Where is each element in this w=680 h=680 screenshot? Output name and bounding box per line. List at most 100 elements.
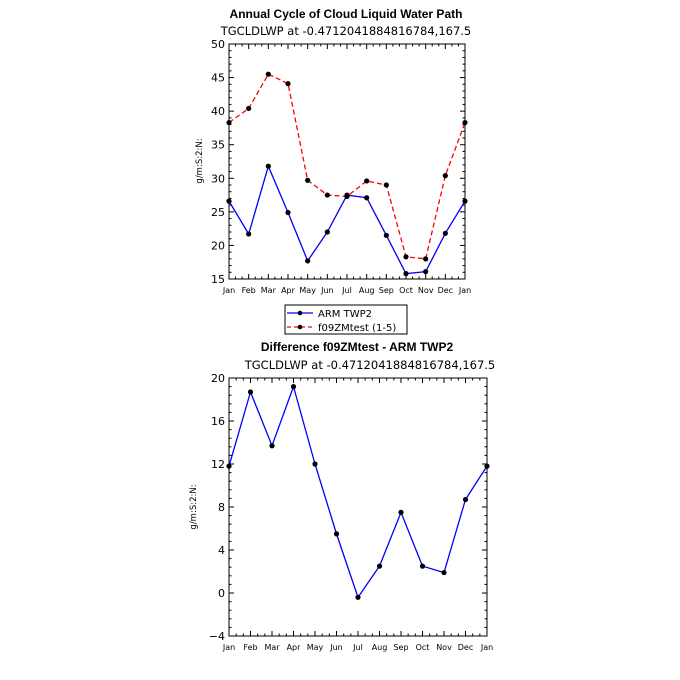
data-point — [312, 461, 318, 467]
data-point — [419, 563, 426, 569]
data-point — [265, 71, 271, 77]
chart-2-subtitle: TGCLDLWP at -0.4712041884816784,167.5 — [244, 358, 496, 372]
x-tick-label: Nov — [418, 286, 434, 295]
data-point — [442, 230, 448, 236]
y-tick-label: 50 — [211, 38, 225, 51]
x-tick-label: Jun — [329, 643, 343, 652]
x-tick-label: Jun — [320, 286, 334, 295]
data-point — [269, 443, 275, 449]
x-tick-label: Feb — [242, 286, 256, 295]
chart-1-title: Annual Cycle of Cloud Liquid Water Path — [230, 7, 463, 21]
chart-2-plot-area: Jan Feb Mar Apr May Jun Jul Aug Sep Oct Nov Dec Jan−… — [209, 372, 493, 652]
chart-1: Annual Cycle of Cloud Liquid Water Path … — [195, 7, 472, 335]
data-point — [462, 496, 469, 503]
x-tick-label: Jan — [222, 643, 235, 652]
y-tick-label: 0 — [218, 587, 225, 600]
data-point — [423, 269, 429, 275]
data-point — [246, 105, 252, 112]
series-line-1 — [228, 73, 466, 260]
x-tick-label: Jan — [480, 643, 493, 652]
data-point — [226, 463, 232, 469]
data-point — [364, 195, 370, 201]
x-tick-label: Sep — [393, 643, 408, 652]
y-tick-label: 20 — [211, 239, 225, 252]
x-tick-label: Aug — [359, 286, 375, 295]
series-line-0 — [228, 384, 488, 599]
y-tick-label: 25 — [211, 206, 225, 219]
data-point — [441, 569, 447, 576]
data-point — [403, 254, 409, 260]
data-point — [398, 509, 404, 515]
x-tick-label: Jan — [458, 286, 471, 295]
series-line-0 — [228, 164, 466, 275]
y-tick-label: 30 — [211, 172, 225, 185]
chart-1-subtitle: TGCLDLWP at -0.4712041884816784,167.5 — [220, 24, 472, 38]
data-point — [344, 193, 350, 200]
x-tick-label: Jul — [352, 643, 363, 652]
chart-1-ylabel: g/m:S:2:N: — [195, 138, 205, 183]
data-point — [355, 594, 361, 600]
data-point — [364, 178, 370, 184]
y-tick-label: 40 — [211, 105, 225, 118]
legend-label-arm-twp2: ARM TWP2 — [318, 309, 372, 320]
data-point — [226, 198, 232, 204]
data-point — [383, 232, 389, 238]
data-point — [305, 258, 311, 264]
y-tick-label: 8 — [218, 501, 225, 514]
data-point — [226, 119, 232, 126]
data-point — [265, 163, 271, 169]
x-tick-label: May — [299, 286, 316, 295]
data-point — [285, 81, 291, 87]
x-tick-label: Apr — [281, 286, 296, 295]
x-tick-label: Sep — [379, 286, 394, 295]
y-tick-label: 15 — [211, 273, 225, 286]
data-point — [285, 209, 291, 216]
chart-1-legend: ARM TWP2 f09ZMtest (1-5) — [284, 304, 408, 335]
x-tick-label: May — [307, 643, 324, 652]
data-point — [247, 389, 254, 395]
x-tick-label: Mar — [261, 286, 277, 295]
x-tick-label: Nov — [436, 643, 452, 652]
x-tick-label: Aug — [372, 643, 388, 652]
y-tick-label: 20 — [211, 372, 225, 385]
data-point — [383, 182, 389, 188]
x-tick-label: Mar — [264, 643, 280, 652]
data-point — [246, 231, 252, 237]
data-point — [333, 531, 340, 537]
legend-box — [284, 304, 408, 335]
x-tick-label: Jul — [341, 286, 352, 295]
chart-2: Difference f09ZMtest - ARM TWP2 TGCLDLWP… — [189, 340, 495, 652]
legend-marker-arm-twp2 — [297, 310, 303, 316]
y-tick-label: 45 — [211, 72, 225, 85]
chart-1-plot-area: Jan Feb Mar Apr May Jun Jul Aug Sep Oct Nov Dec Jan1… — [211, 38, 471, 295]
data-point — [403, 271, 409, 277]
x-tick-label: Dec — [458, 643, 473, 652]
data-point — [442, 173, 448, 179]
x-tick-label: Feb — [243, 643, 257, 652]
x-tick-label: Jan — [222, 286, 235, 295]
data-point — [290, 384, 297, 390]
data-point — [484, 463, 490, 469]
x-tick-label: Apr — [287, 643, 302, 652]
data-point — [462, 198, 468, 204]
x-tick-label: Oct — [399, 286, 413, 295]
data-point — [462, 119, 468, 126]
y-tick-label: 16 — [211, 415, 225, 428]
data-point — [324, 192, 330, 198]
data-point — [324, 229, 330, 235]
x-tick-label: Oct — [416, 643, 430, 652]
y-tick-label: 35 — [211, 139, 225, 152]
y-tick-label: 12 — [211, 458, 225, 471]
chart-2-title: Difference f09ZMtest - ARM TWP2 — [261, 340, 454, 354]
legend-label-f09zmtest: f09ZMtest (1-5) — [318, 323, 396, 334]
y-tick-label: −4 — [209, 630, 225, 643]
data-point — [376, 563, 383, 569]
plot-frame — [228, 43, 466, 280]
chart-2-ylabel: g/m:S:2:N: — [189, 484, 199, 529]
x-tick-label: Dec — [438, 286, 453, 295]
legend-marker-f09zmtest — [297, 324, 303, 330]
data-point — [305, 177, 311, 183]
data-point — [423, 256, 429, 262]
y-tick-label: 4 — [218, 544, 225, 557]
